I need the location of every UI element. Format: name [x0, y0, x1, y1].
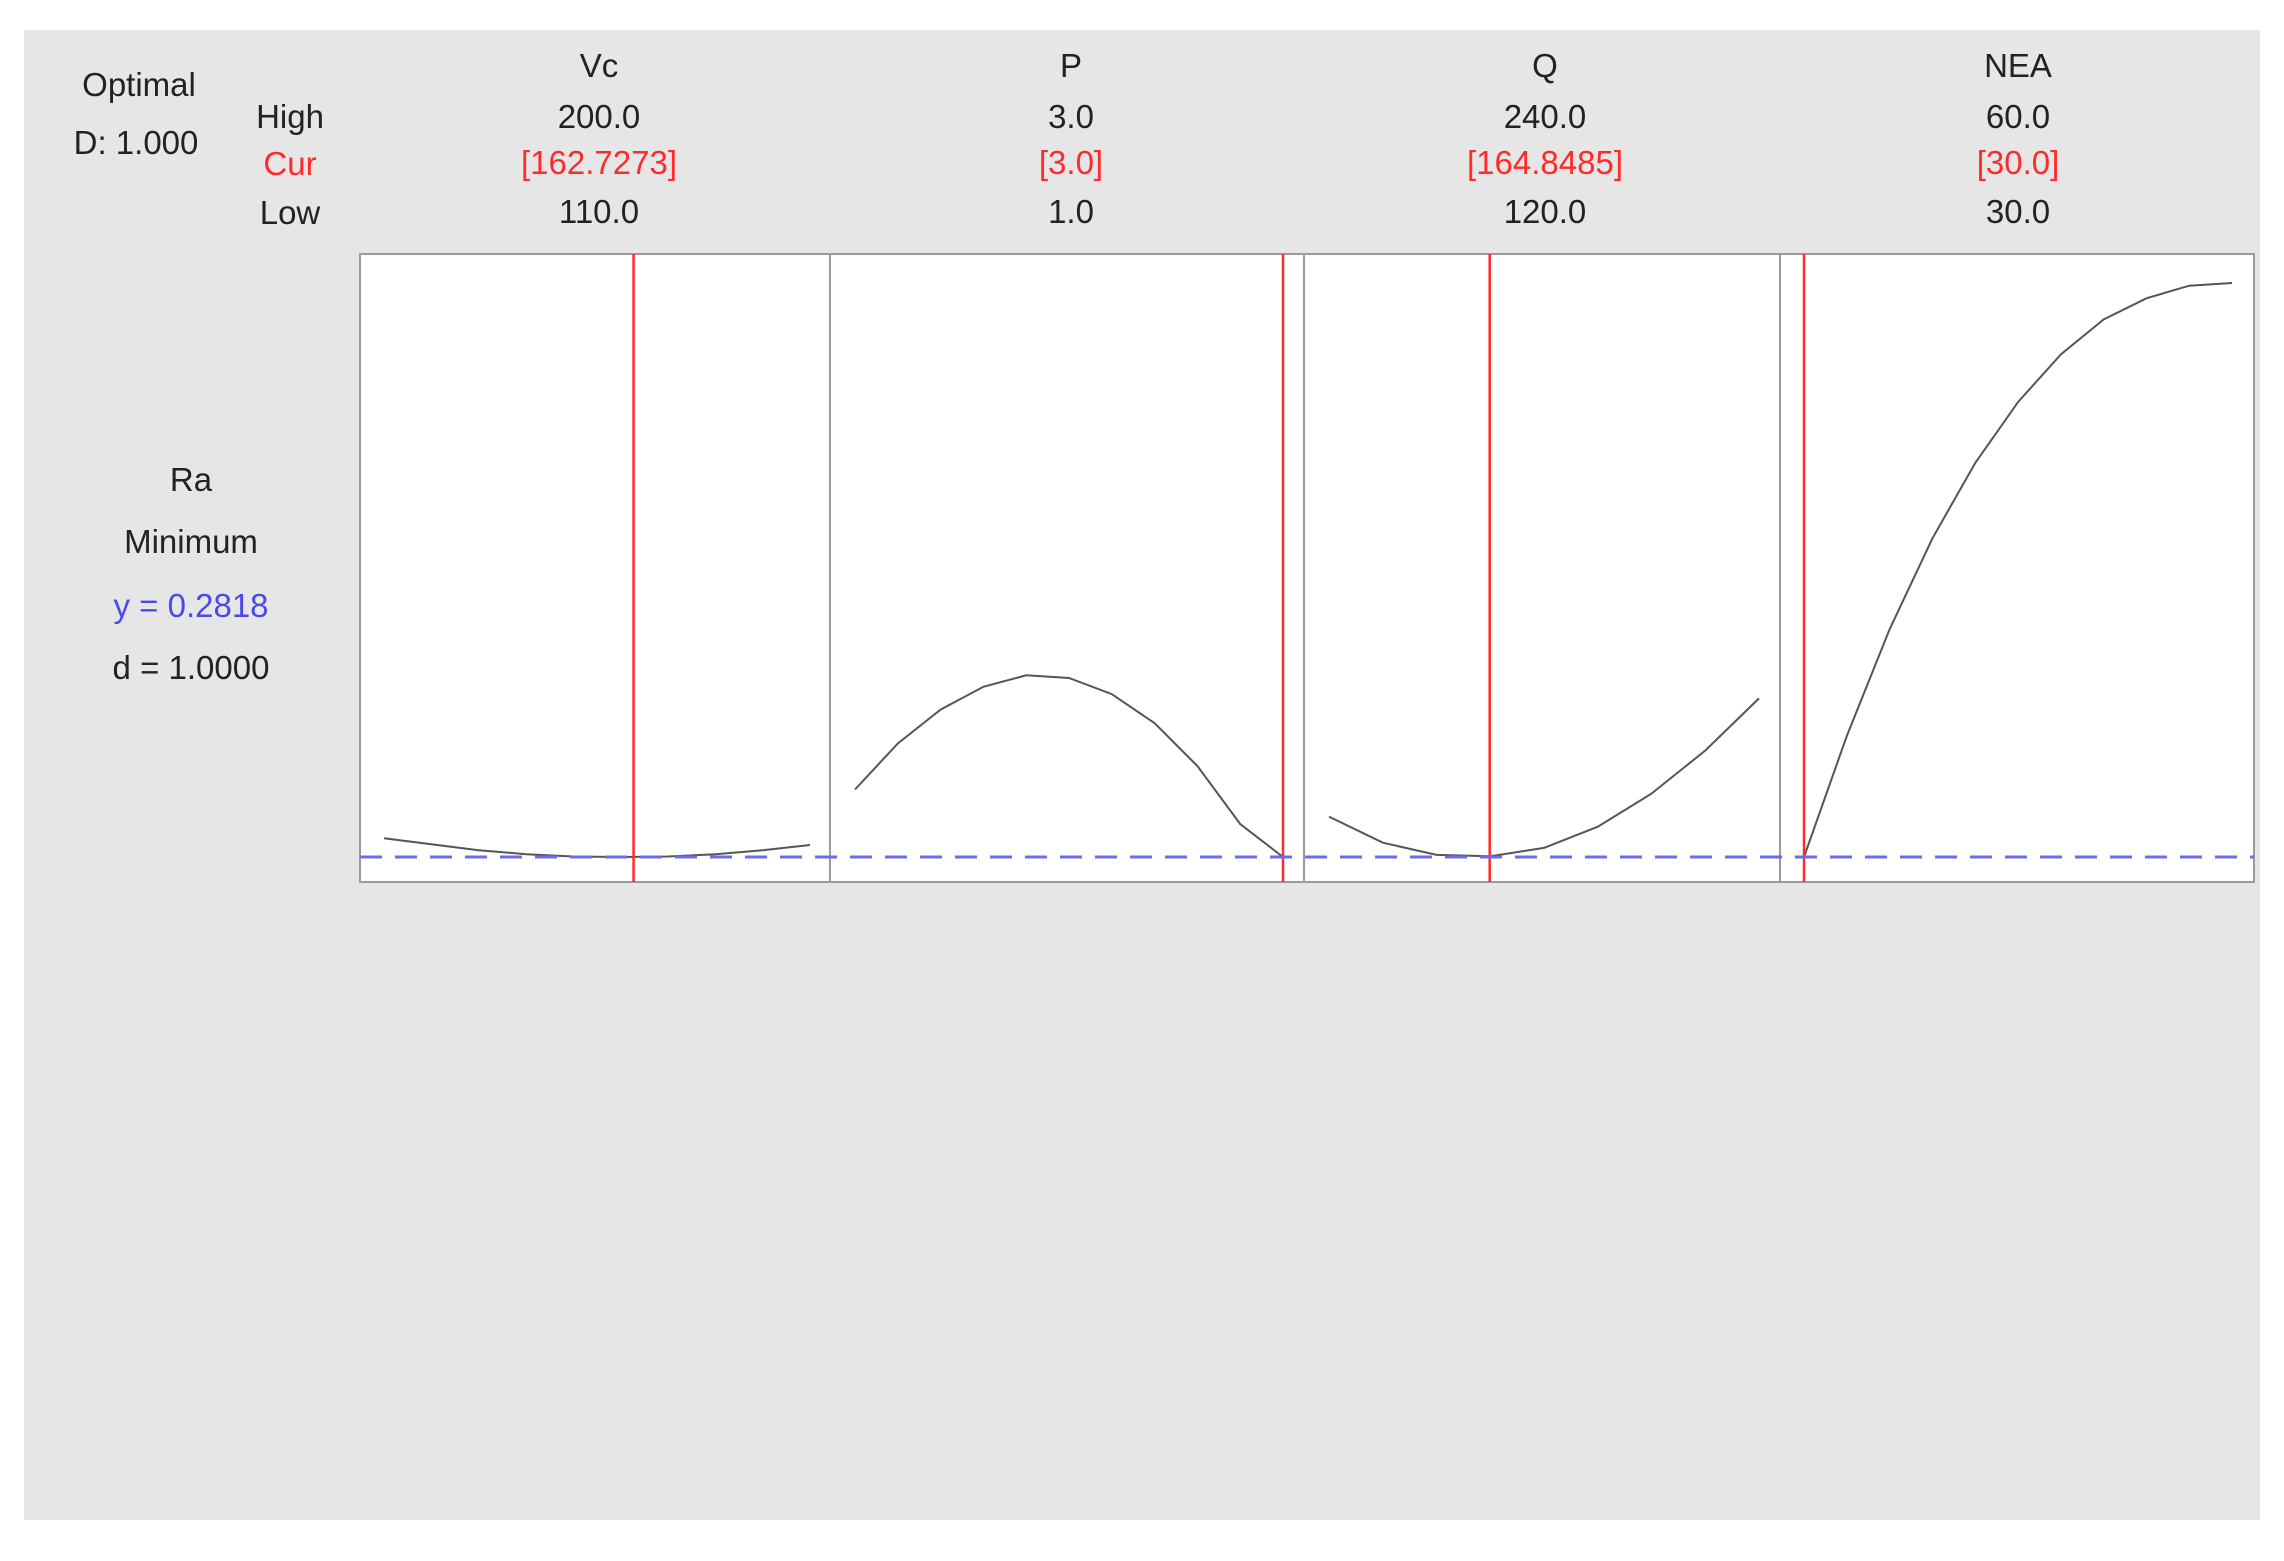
curve-q	[1328, 697, 1760, 858]
factor-name: Q	[1532, 47, 1558, 84]
curve-p	[854, 674, 1284, 858]
factor-name: NEA	[1984, 47, 2052, 84]
panel-q	[1303, 253, 1781, 883]
response-goal: Minimum	[124, 523, 258, 560]
factor-current[interactable]: [164.8485]	[1467, 144, 1623, 181]
row-label-cur: Cur	[263, 145, 317, 182]
factor-current[interactable]: [162.7273]	[521, 144, 677, 181]
row-label-high: High	[256, 98, 324, 135]
optimal-label: Optimal	[82, 66, 196, 103]
response-predicted-value: y = 0.2818	[113, 587, 269, 624]
curve-vc	[383, 837, 811, 859]
factor-current[interactable]: [30.0]	[1976, 144, 2060, 181]
row-label-low: Low	[259, 194, 321, 231]
response-name: Ra	[169, 461, 213, 498]
factor-name: P	[1059, 47, 1083, 84]
factor-high: 200.0	[557, 98, 641, 135]
factor-name: Vc	[579, 47, 619, 84]
panel-vc	[359, 253, 831, 883]
panel-nea	[1779, 253, 2255, 883]
factor-low: 110.0	[558, 193, 640, 230]
factor-high: 3.0	[1048, 98, 1094, 135]
profile-plot	[359, 253, 2255, 883]
desirability-label: D: 1.000	[73, 124, 199, 161]
factor-high: 60.0	[1985, 98, 2051, 135]
factor-low: 30.0	[1985, 193, 2051, 230]
panel-p	[829, 253, 1305, 883]
factor-high: 240.0	[1503, 98, 1587, 135]
curve-nea	[1803, 282, 2233, 858]
factor-low: 1.0	[1048, 193, 1094, 230]
response-desirability: d = 1.0000	[112, 649, 270, 686]
factor-current[interactable]: [3.0]	[1038, 144, 1104, 181]
optimizer-panel: Optimal D: 1.000 High Cur Low Vc 200.0 […	[24, 30, 2260, 1520]
factor-low: 120.0	[1503, 193, 1587, 230]
